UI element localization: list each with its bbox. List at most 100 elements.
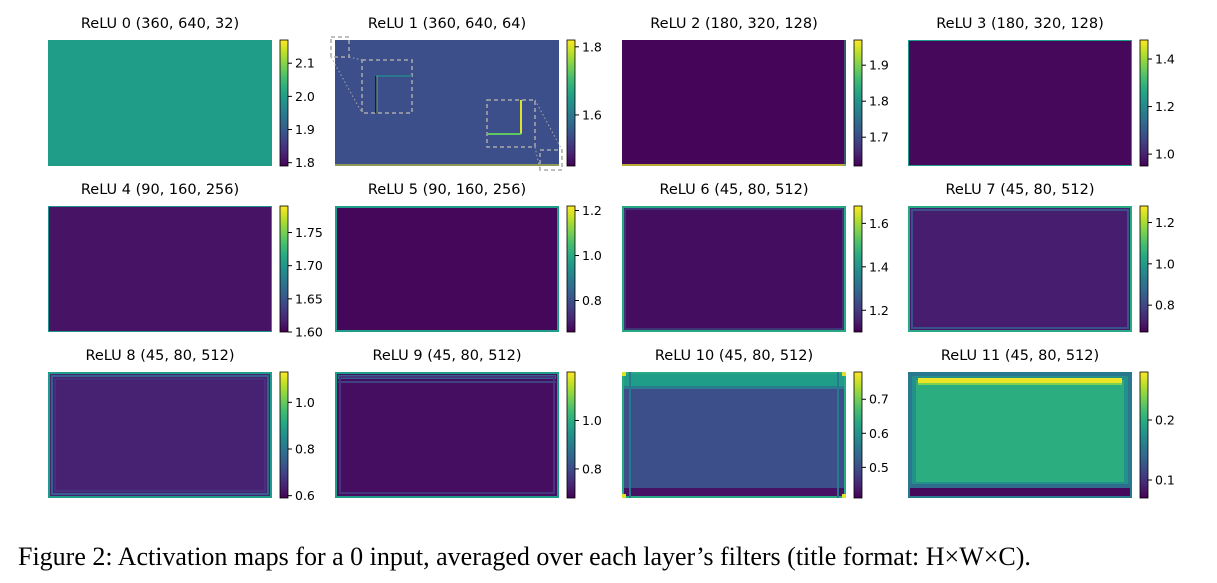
colorbar-tick-label: 1.8: [869, 94, 889, 109]
inset-connector: [534, 99, 563, 151]
colorbar-tick-label: 1.0: [1155, 147, 1175, 162]
edge-frame: [335, 206, 559, 332]
panel-title: ReLU 10 (45, 80, 512): [655, 348, 813, 364]
colorbar-tick-label: 0.5: [869, 460, 889, 475]
colorbar-tick-label: 1.6: [869, 216, 889, 231]
edge-frame-inner: [339, 376, 555, 494]
top-line-glow: [918, 383, 1122, 385]
heatmap-image: [48, 372, 272, 498]
colorbar-tick-label: 1.2: [869, 303, 889, 318]
colorbar-tick-label: 1.2: [1155, 99, 1175, 114]
panel-relu-7: ReLU 7 (45, 80, 512) 0.8 1.0 1.2: [908, 182, 1175, 333]
panel-relu-11: ReLU 11 (45, 80, 512) 0.1 0.2: [908, 348, 1175, 499]
colorbar-tick-label: 1.6: [582, 107, 602, 122]
colorbar-tick-label: 1.0: [295, 395, 315, 410]
panel-title: ReLU 1 (360, 640, 64): [368, 16, 526, 32]
inset-top-left: [361, 59, 413, 114]
colorbar-tick-label: 0.8: [295, 442, 315, 457]
colorbar-tick-label: 1.70: [295, 258, 323, 273]
colorbar-tick-label: 0.1: [1155, 473, 1175, 488]
colorbar-tick-label: 2.0: [295, 89, 315, 104]
colorbar-tick-label: 0.7: [869, 392, 889, 407]
panel-title: ReLU 4 (90, 160, 256): [81, 182, 239, 198]
inset-bottom-right: [486, 99, 536, 148]
panel-title: ReLU 2 (180, 320, 128): [650, 16, 818, 32]
heatmap-image: [622, 206, 846, 332]
corner-box-top-left: [330, 36, 350, 58]
colorbar: [1139, 371, 1149, 499]
colorbar-tick-label: 1.0: [582, 248, 602, 263]
edge-frame: [622, 206, 846, 332]
panel-relu-4: ReLU 4 (90, 160, 256) 1.60 1.65 1.70 1.75: [48, 182, 323, 340]
heatmap-image: [335, 372, 559, 498]
heatmap-image: [335, 40, 559, 166]
figure-caption: Figure 2: Activation maps for a 0 input,…: [18, 542, 1031, 571]
edge-frame: [908, 40, 1132, 166]
edge-frame-inner: [624, 208, 844, 330]
colorbar-tick-label: 1.2: [1155, 215, 1175, 230]
heatmap-image: [48, 40, 272, 166]
heatmap-image: [48, 206, 272, 332]
panel-title: ReLU 3 (180, 320, 128): [936, 16, 1104, 32]
colorbar-tick-label: 0.8: [1155, 298, 1175, 313]
colorbar-tick-label: 1.2: [582, 203, 602, 218]
colorbar-tick-label: 1.75: [295, 225, 323, 240]
panel-relu-9: ReLU 9 (45, 80, 512) 0.8 1.0: [335, 348, 602, 499]
edge-frame-inner: [911, 209, 1129, 329]
panel-title: ReLU 8 (45, 80, 512): [85, 348, 234, 364]
edge-frame: [908, 206, 1132, 332]
panel-relu-10: ReLU 10 (45, 80, 512) 0.5 0.6 0.7: [622, 348, 889, 499]
corner-hotspot: [622, 372, 626, 376]
bottom-band: [910, 488, 1130, 496]
panel-relu-8: ReLU 8 (45, 80, 512) 0.6 0.8 1.0: [48, 348, 315, 503]
colorbar: [853, 371, 863, 499]
colorbar: [279, 205, 289, 333]
colorbar-tick-label: 0.8: [582, 293, 602, 308]
heatmap-image: [622, 372, 846, 498]
colorbar-tick-label: 0.6: [869, 426, 889, 441]
colorbar: [1139, 205, 1149, 333]
colorbar-tick-label: 1.7: [869, 130, 889, 145]
inset-connector: [330, 56, 363, 114]
colorbar-tick-label: 1.60: [295, 325, 323, 340]
edge-frame-inner2: [54, 378, 266, 492]
corner-hotspot: [622, 494, 626, 498]
panel-title: ReLU 7 (45, 80, 512): [945, 182, 1094, 198]
colorbar-tick-label: 1.9: [869, 58, 889, 73]
panel-title: ReLU 0 (360, 640, 32): [81, 16, 239, 32]
panel-relu-5: ReLU 5 (90, 160, 256) 0.8 1.0 1.2: [335, 182, 602, 333]
panel-title: ReLU 11 (45, 80, 512): [941, 348, 1099, 364]
colorbar-tick-label: 1.0: [582, 413, 602, 428]
interior: [916, 380, 1124, 482]
corner-hotspot: [842, 372, 846, 376]
colorbar: [853, 205, 863, 333]
colorbar: [279, 39, 289, 167]
top-band: [622, 372, 846, 386]
panel-relu-1: ReLU 1 (360, 640, 64) 1.6 1.8: [330, 16, 602, 171]
panel-title: ReLU 5 (90, 160, 256): [368, 182, 526, 198]
panel-title: ReLU 9 (45, 80, 512): [372, 348, 521, 364]
edge-frame: [48, 372, 272, 498]
panel-relu-2: ReLU 2 (180, 320, 128) 1.7 1.8 1.9: [622, 16, 889, 167]
colorbar-tick-label: 2.1: [295, 56, 315, 71]
heatmap-image: [908, 40, 1132, 166]
heatmap-image: [335, 206, 559, 332]
bottom-band-edge: [910, 484, 1130, 488]
colorbar-tick-label: 1.4: [869, 259, 889, 274]
panel-relu-6: ReLU 6 (45, 80, 512) 1.2 1.4 1.6: [622, 182, 889, 333]
colorbar: [566, 39, 576, 167]
edge-frame: [622, 372, 846, 498]
colorbar-tick-label: 1.9: [295, 122, 315, 137]
edge-frame: [48, 206, 272, 332]
heatmap-image: [908, 206, 1132, 332]
colorbar-tick-label: 1.8: [295, 155, 315, 170]
activation-map-grid: ReLU 0 (360, 640, 32) 1.8 1.9 2.0 2.1 ReLU 1 …: [48, 16, 1175, 503]
corner-box-bottom-right: [539, 149, 563, 171]
panel-relu-3: ReLU 3 (180, 320, 128) 1.0 1.2 1.4: [908, 16, 1175, 167]
top-line: [918, 378, 1122, 383]
colorbar: [279, 371, 289, 499]
colorbar: [566, 205, 576, 333]
bottom-band: [622, 488, 846, 498]
panel-title: ReLU 6 (45, 80, 512): [659, 182, 808, 198]
colorbar-tick-label: 1.65: [295, 291, 323, 306]
